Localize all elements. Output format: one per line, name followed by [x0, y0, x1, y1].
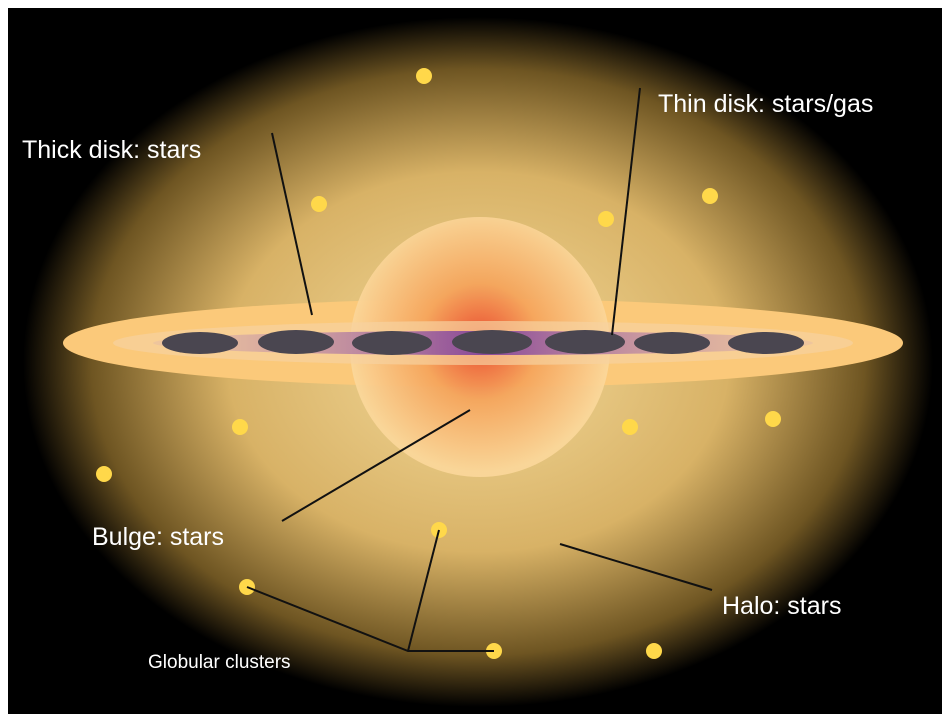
label-bulge: Bulge: stars — [92, 523, 224, 551]
label-thick-disk: Thick disk: stars — [22, 136, 201, 164]
label-globular-clusters: Globular clusters — [148, 652, 291, 673]
label-halo: Halo: stars — [722, 592, 841, 620]
label-thin-disk: Thin disk: stars/gas — [658, 90, 873, 118]
galaxy-diagram: Thick disk: stars Thin disk: stars/gas B… — [0, 0, 948, 720]
